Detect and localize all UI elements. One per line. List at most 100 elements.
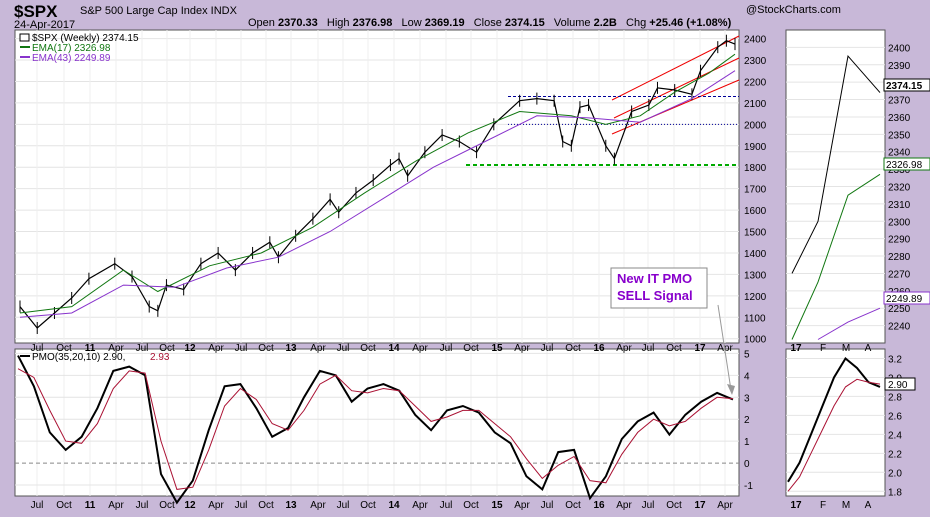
y-tick-label: 2300 xyxy=(888,217,911,228)
annotation-box xyxy=(610,267,708,309)
x-tick-label: Jul xyxy=(440,500,453,511)
x-tick-label: Apr xyxy=(310,343,326,354)
x-tick-label: Oct xyxy=(56,500,72,511)
ema43-legend-text: EMA(43) 2249.89 xyxy=(32,53,111,64)
pmo-badge xyxy=(884,377,916,391)
x-tick-label: 12 xyxy=(184,343,196,354)
close-badge-text: 2374.15 xyxy=(886,81,923,92)
y-tick-label: 2360 xyxy=(888,113,911,124)
y-tick-label: 3.2 xyxy=(888,354,902,365)
ohlc-readout: Open 2370.33 High 2376.98 Low 2369.19 Cl… xyxy=(248,17,731,29)
y-tick-label: 2400 xyxy=(888,43,911,54)
channel-lower-line xyxy=(611,79,740,135)
x-tick-label: Jul xyxy=(642,343,655,354)
ema17-badge-text: 2326.98 xyxy=(886,160,923,171)
x-tick-label: 16 xyxy=(593,343,605,354)
y-tick-label: 3 xyxy=(744,393,750,404)
x-tick-label: Oct xyxy=(565,343,581,354)
x-tick-label: M xyxy=(842,343,850,354)
x-tick-label: Oct xyxy=(258,343,274,354)
y-tick-label: 2280 xyxy=(888,252,911,263)
x-tick-label: 13 xyxy=(285,343,297,354)
x-tick-label: 12 xyxy=(184,500,196,511)
pmo-signal-legend-text: 2.93 xyxy=(150,352,170,363)
ema17-legend-text: EMA(17) 2326.98 xyxy=(32,43,111,54)
x-tick-label: Jul xyxy=(136,500,149,511)
pmo-line xyxy=(17,355,734,505)
x-tick-label: 15 xyxy=(491,343,503,354)
y-tick-label: 2.8 xyxy=(888,392,902,403)
pmo-daily-line xyxy=(787,356,881,483)
y-tick-label: 2390 xyxy=(888,61,911,72)
close-label: Close xyxy=(473,17,502,29)
x-tick-label: Apr xyxy=(412,343,428,354)
x-tick-label: 11 xyxy=(85,500,96,511)
x-tick-label: Apr xyxy=(208,343,224,354)
x-tick-label: A xyxy=(865,343,872,354)
x-tick-label: Apr xyxy=(208,500,224,511)
y-tick-label: 1200 xyxy=(744,292,767,303)
y-tick-label: 2.0 xyxy=(888,468,902,479)
x-tick-label: F xyxy=(820,500,826,511)
y-tick-label: 1000 xyxy=(744,335,767,346)
stockcharts-logo: @StockCharts.com xyxy=(746,4,841,16)
y-tick-label: 2.4 xyxy=(888,430,902,441)
y-tick-label: 2 xyxy=(744,415,750,426)
high-value: 2376.98 xyxy=(352,17,393,29)
x-tick-label: F xyxy=(820,343,826,354)
y-tick-label: 0 xyxy=(744,459,750,470)
x-tick-label: Apr xyxy=(616,343,632,354)
price-legend: $SPX (Weekly) 2374.15 EMA(17) 2326.98 EM… xyxy=(19,33,139,64)
x-tick-label: Oct xyxy=(56,343,72,354)
x-tick-label: 17 xyxy=(694,343,706,354)
y-tick-label: 2200 xyxy=(744,77,767,88)
x-tick-label: Jul xyxy=(31,500,44,511)
x-tick-label: Apr xyxy=(310,500,326,511)
x-tick-label: 13 xyxy=(285,500,297,511)
x-tick-label: 14 xyxy=(388,343,400,354)
annotation-arrow xyxy=(717,304,732,391)
low-value: 2369.19 xyxy=(424,17,465,29)
weekly-pmo-panel xyxy=(14,348,740,497)
y-tick-label: 1.8 xyxy=(888,487,902,498)
x-tick-label: Apr xyxy=(108,500,124,511)
y-tick-label: 1700 xyxy=(744,185,767,196)
x-tick-label: Apr xyxy=(717,343,733,354)
y-tick-label: 1100 xyxy=(744,313,766,324)
weekly-price-series xyxy=(19,34,736,334)
x-tick-label: Apr xyxy=(108,343,124,354)
x-tick-label: Jul xyxy=(31,343,44,354)
x-tick-label: Jul xyxy=(136,343,149,354)
daily-price-series xyxy=(791,54,881,340)
ema43-line xyxy=(19,70,736,318)
horizontal-levels xyxy=(466,95,739,167)
x-tick-label: Oct xyxy=(565,500,581,511)
x-tick-label: Oct xyxy=(463,500,479,511)
x-tick-label: Apr xyxy=(616,500,632,511)
y-tick-label: 1500 xyxy=(744,228,767,239)
x-tick-label: 16 xyxy=(593,500,605,511)
x-tick-label: 11 xyxy=(85,343,96,354)
symbol-description: S&P 500 Large Cap Index INDX xyxy=(80,5,237,17)
ema43-daily-line xyxy=(817,307,881,340)
ema43-badge-text: 2249.89 xyxy=(886,294,923,305)
annotation-line1: New IT PMO xyxy=(617,271,692,286)
annotation-arrowhead xyxy=(727,384,735,395)
symbol-title: $SPX xyxy=(14,2,58,21)
y-tick-label: 2.2 xyxy=(888,449,902,460)
y-tick-label: 2300 xyxy=(744,56,767,67)
x-tick-label: Jul xyxy=(541,343,554,354)
high-label: High xyxy=(326,17,350,29)
pmo-legend-text: PMO(35,20,10) 2.90, xyxy=(32,352,125,363)
x-tick-label: 15 xyxy=(491,500,503,511)
price-badges: 2374.15 2326.98 2249.89 xyxy=(883,78,930,305)
chart-date: 24-Apr-2017 xyxy=(14,19,76,31)
y-tick-label: 2.6 xyxy=(888,411,902,422)
y-tick-label: 1300 xyxy=(744,270,767,281)
pmo-badge-text: 2.90 xyxy=(888,380,908,391)
y-tick-label: 2240 xyxy=(888,322,911,333)
x-tick-label: Oct xyxy=(159,500,175,511)
x-tick-label: Jul xyxy=(235,500,248,511)
x-tick-label: Apr xyxy=(412,500,428,511)
